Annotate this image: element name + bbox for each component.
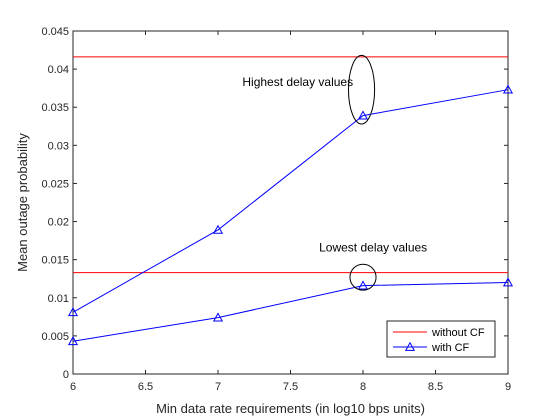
y-tick-label: 0.04 [48,64,69,76]
annotation-text-1: Highest delay values [242,75,353,89]
y-axis-label: Mean outage probability [15,133,30,272]
y-tick-label: 0.02 [48,217,69,229]
data-point [212,224,224,234]
data-point [502,277,514,287]
x-tick-label: 9 [505,381,511,393]
data-point [212,312,224,322]
y-tick-label: 0.005 [41,331,69,343]
series-line-3 [72,89,509,313]
x-tick-label: 8.5 [428,381,443,393]
data-point [67,335,79,346]
legend-label: with CF [431,342,470,354]
y-tick-label: 0.01 [48,293,69,305]
y-tick-label: 0.03 [48,140,69,152]
axes-box [72,30,509,375]
y-tick-label: 0.015 [41,255,69,267]
data-point [502,84,514,94]
x-tick-label: 8 [360,381,366,393]
x-axis-label: Min data rate requirements (in log10 bps… [156,401,425,416]
series-line-4 [72,282,509,342]
y-tick-label: 0 [63,369,69,381]
annotation-text-2: Lowest delay values [319,240,427,254]
x-tick-label: 7.5 [283,381,298,393]
x-tick-label: 6.5 [138,381,153,393]
y-tick-label: 0.025 [41,178,69,190]
legend-marker [404,341,416,351]
legend-label: without CF [431,327,485,339]
data-point [67,307,79,317]
x-tick-label: 7 [215,381,221,393]
y-tick-label: 0.045 [41,26,69,38]
annotation-ellipse-2 [349,263,377,291]
legend: without CF with CF [386,320,496,358]
annotation-ellipse-1 [348,54,376,125]
data-point [357,110,369,120]
plot-area: 6 6.5 7 7.5 8 8.5 9 0 0.005 0.01 0.015 0.02 0.025 0.0… [41,26,514,393]
x-tick-label: 6 [70,381,76,393]
data-point [357,280,369,290]
legend-box [386,320,496,358]
y-tick-label: 0.035 [41,102,69,114]
